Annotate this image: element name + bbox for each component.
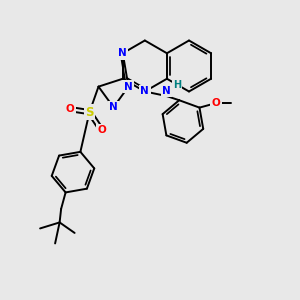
Text: O: O [97, 125, 106, 135]
Text: N: N [124, 82, 133, 92]
Text: N: N [109, 102, 118, 112]
Text: N: N [162, 85, 171, 96]
Text: N: N [140, 86, 149, 97]
Text: O: O [66, 104, 74, 114]
Text: O: O [212, 98, 220, 108]
Text: H: H [173, 80, 181, 90]
Text: N: N [118, 48, 127, 58]
Text: S: S [85, 106, 94, 118]
